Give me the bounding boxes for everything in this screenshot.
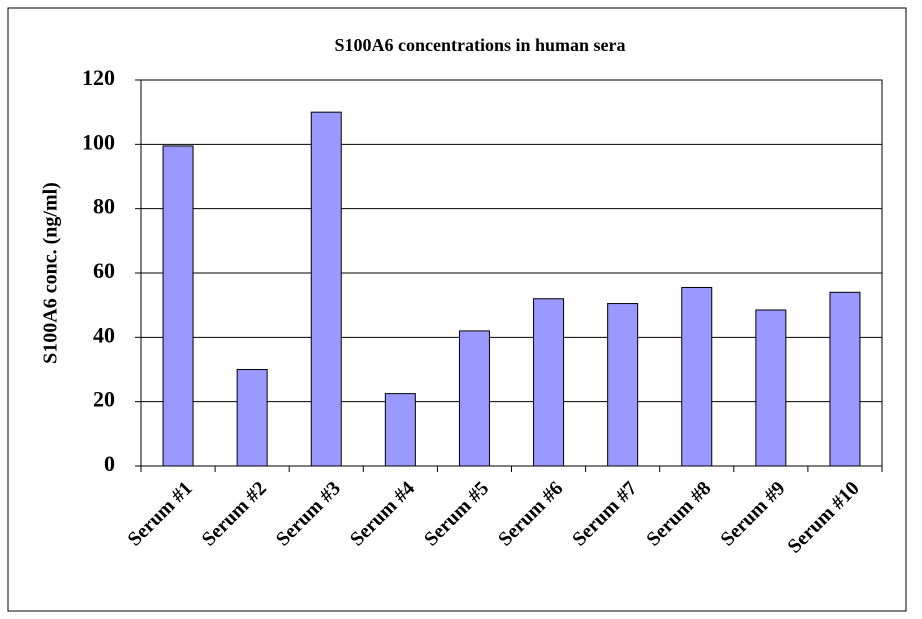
y-axis-label: S100A6 conc. (ng/ml) <box>40 182 62 364</box>
x-tick-label: Serum #2 <box>198 477 271 550</box>
x-tick-label: Serum #5 <box>420 477 493 550</box>
bar <box>384 393 416 467</box>
x-tick-label: Serum #9 <box>716 477 789 550</box>
y-tick-label: 0 <box>104 451 115 476</box>
x-tick-label: Serum #3 <box>272 477 345 550</box>
x-tick-label: Serum #8 <box>642 477 715 550</box>
x-tick-label: Serum #10 <box>783 477 863 557</box>
bar <box>162 145 194 467</box>
bar <box>458 330 490 467</box>
y-tick-label: 80 <box>93 194 115 219</box>
bar <box>236 369 268 467</box>
bar <box>607 303 639 467</box>
x-tick-label: Serum #6 <box>494 477 567 550</box>
y-tick-label: 40 <box>93 322 115 347</box>
y-tick-label: 60 <box>93 258 115 283</box>
y-tick-label: 120 <box>82 65 115 90</box>
bar <box>681 286 713 467</box>
bar <box>829 291 861 467</box>
bar <box>310 111 342 467</box>
x-tick-label: Serum #4 <box>346 477 419 550</box>
chart-border <box>7 7 907 612</box>
y-tick-label: 100 <box>82 129 115 154</box>
bar <box>755 309 787 467</box>
x-tick-label: Serum #1 <box>124 477 197 550</box>
x-tick-label: Serum #7 <box>568 477 641 550</box>
chart-title: S100A6 concentrations in human sera <box>334 35 625 55</box>
bar <box>533 298 565 467</box>
y-tick-label: 20 <box>93 387 115 412</box>
